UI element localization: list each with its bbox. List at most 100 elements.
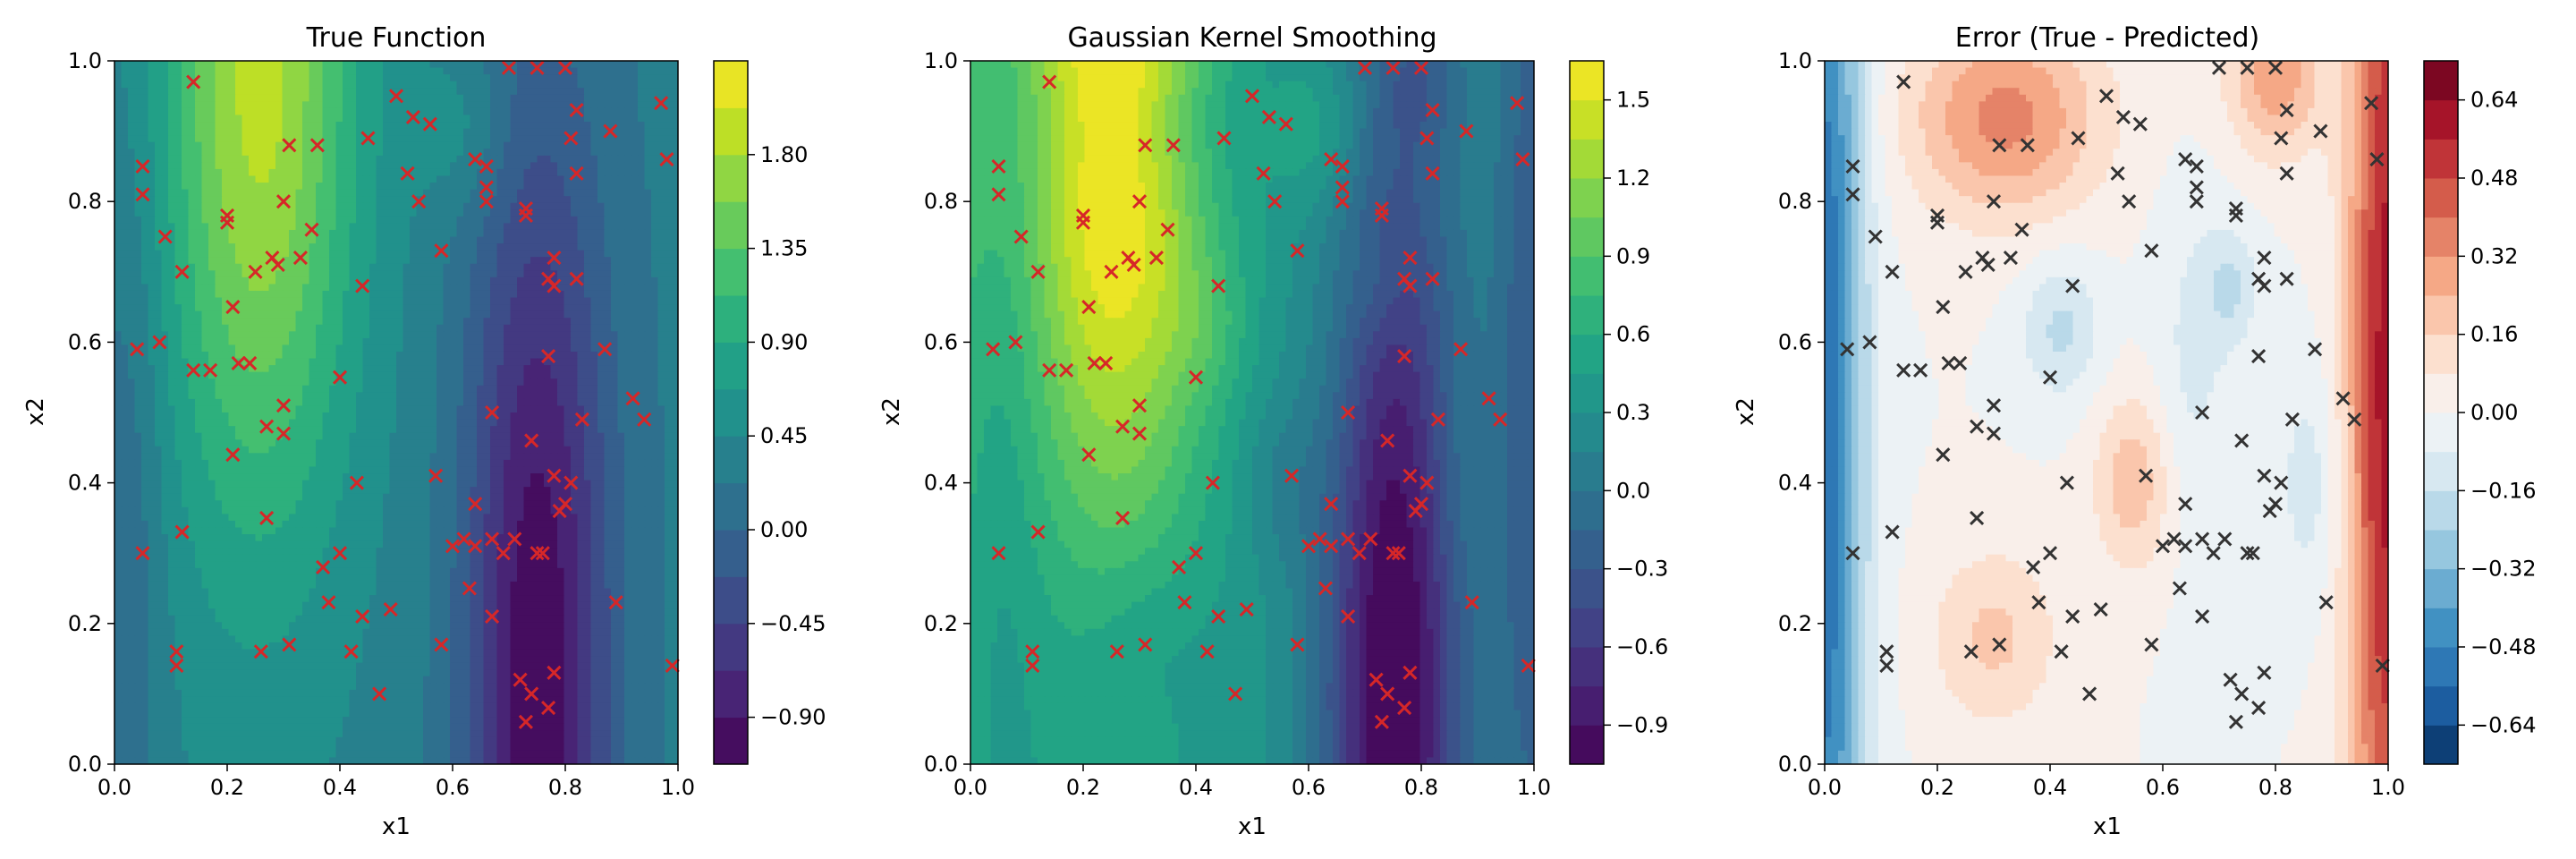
sample-point-marker [513,672,528,687]
sample-point-marker [2228,200,2243,217]
sample-point-marker [2003,251,2018,266]
sample-point-marker [388,89,404,104]
sample-point-marker [569,166,584,181]
colorbar-level [1570,685,1604,726]
sample-point-marker [282,637,297,652]
y-tick-label: 0.4 [1778,471,1812,496]
colorbar-tick-label: 0.90 [760,329,808,354]
sample-point-marker [1413,497,1429,512]
sample-point-marker [203,362,218,378]
sample-point-marker [2014,222,2029,237]
sample-point-marker [1211,278,1226,293]
y-axis-label: x2 [1733,397,1759,426]
x-tick-label: 0.6 [2146,775,2180,800]
sample-point-marker [2195,404,2210,421]
sample-point-marker [1042,74,1057,89]
colorbar-level [714,201,748,250]
colorbar-level [1570,530,1604,570]
colorbar-tick-label: −0.3 [1616,557,1668,582]
sample-point-marker [986,342,1001,357]
sample-point-marker [2042,370,2058,385]
sample-point-marker [468,151,483,167]
colorbar-tick-label: 0.3 [1616,400,1650,425]
sample-point-marker [1840,342,1855,357]
sample-point-marker [1413,60,1429,75]
y-tick-label: 0.2 [68,611,102,636]
sample-point-marker [1256,166,1271,181]
axis-ticks: 0.0 0.2 0.4 0.6 0.8 1.0 0.0 0.2 0.4 0.6 0.8 1.0 [68,48,695,800]
sample-point-marker [2257,251,2272,266]
sample-point-marker [1986,426,2002,441]
sample-point-marker [2217,532,2233,547]
sample-point-marker [1368,672,1384,687]
sample-point-marker [1464,595,1479,610]
colorbar-tick-label: 0.45 [760,423,808,448]
sample-point-marker [434,243,449,259]
sample-point-marker [1165,138,1181,153]
colorbar-level [1570,178,1604,218]
sample-point-marker [547,665,562,680]
sample-point-marker [1244,89,1260,104]
sample-point-marker [225,300,241,315]
sample-point-marker [541,701,556,716]
sample-point-marker [518,714,533,729]
y-tick-label: 0.8 [924,189,958,214]
x-tick-label: 0.8 [548,775,582,800]
colorbar-tick-label: 0.16 [2470,322,2518,347]
sample-point-marker [355,278,370,293]
colorbar-level [2424,685,2458,726]
sample-point-marker [479,158,494,174]
sample-point-marker [1075,208,1091,223]
sample-point-marker [1131,194,1148,209]
sample-point-marker [479,180,494,195]
sample-point-marker [2211,60,2227,75]
sample-point-marker [608,595,623,610]
sample-point-marker [1868,229,1883,244]
sample-point-marker [248,264,263,279]
sample-point-marker [355,608,370,625]
sample-point-marker [1845,187,1860,202]
colorbar-level [1570,217,1604,257]
colorbar-level [714,576,748,625]
sample-point-marker [557,60,573,75]
sample-point-marker [259,510,275,525]
colorbar-tick-label: 0.48 [2470,166,2518,191]
x-tick-label: 0.2 [1920,775,1954,800]
sample-point-marker [2115,109,2131,124]
y-tick-label: 0.6 [68,329,102,354]
sample-point-marker [1177,595,1192,610]
sample-point-marker [1885,524,1900,540]
y-axis-label: x2 [878,397,905,426]
colorbar-tick-label: 1.35 [760,236,808,261]
sample-point-marker [1992,637,2007,652]
sample-point-marker [1941,355,1956,371]
sample-point-marker [564,475,579,490]
sample-point-marker [135,158,150,174]
y-tick-label: 0.8 [1778,189,1812,214]
sample-point-marker [275,194,292,209]
sample-point-marker [2308,342,2323,357]
colorbar-level [2424,412,2458,453]
sample-point-marker [574,412,589,427]
sample-point-marker [1109,644,1124,659]
colorbar-tick-label: 0.9 [1616,243,1650,268]
colorbar-level [714,248,748,296]
sample-point-marker [130,342,145,357]
panel-title: True Function [306,22,487,54]
sample-point-marker [2093,602,2108,617]
colorbar: −0.90 −0.45 0.00 0.45 0.90 1.35 1.80 [713,60,826,765]
colorbar-tick-label: 0.64 [2470,88,2518,113]
sample-point-marker [2139,468,2154,483]
sample-point-marker [1481,391,1496,406]
plot-frame [1824,60,2389,765]
sample-point-marker [1385,546,1401,561]
sample-point-marker [282,138,297,153]
sample-point-marker [1363,532,1378,547]
colorbar-level [2424,568,2458,608]
sample-point-marker [2065,278,2080,293]
x-tick-label: 0.6 [436,775,470,800]
sample-point-marker [1324,539,1339,554]
sample-point-marker [349,475,364,490]
sample-point-marker [1980,257,1996,273]
plot-frame [970,60,1535,765]
